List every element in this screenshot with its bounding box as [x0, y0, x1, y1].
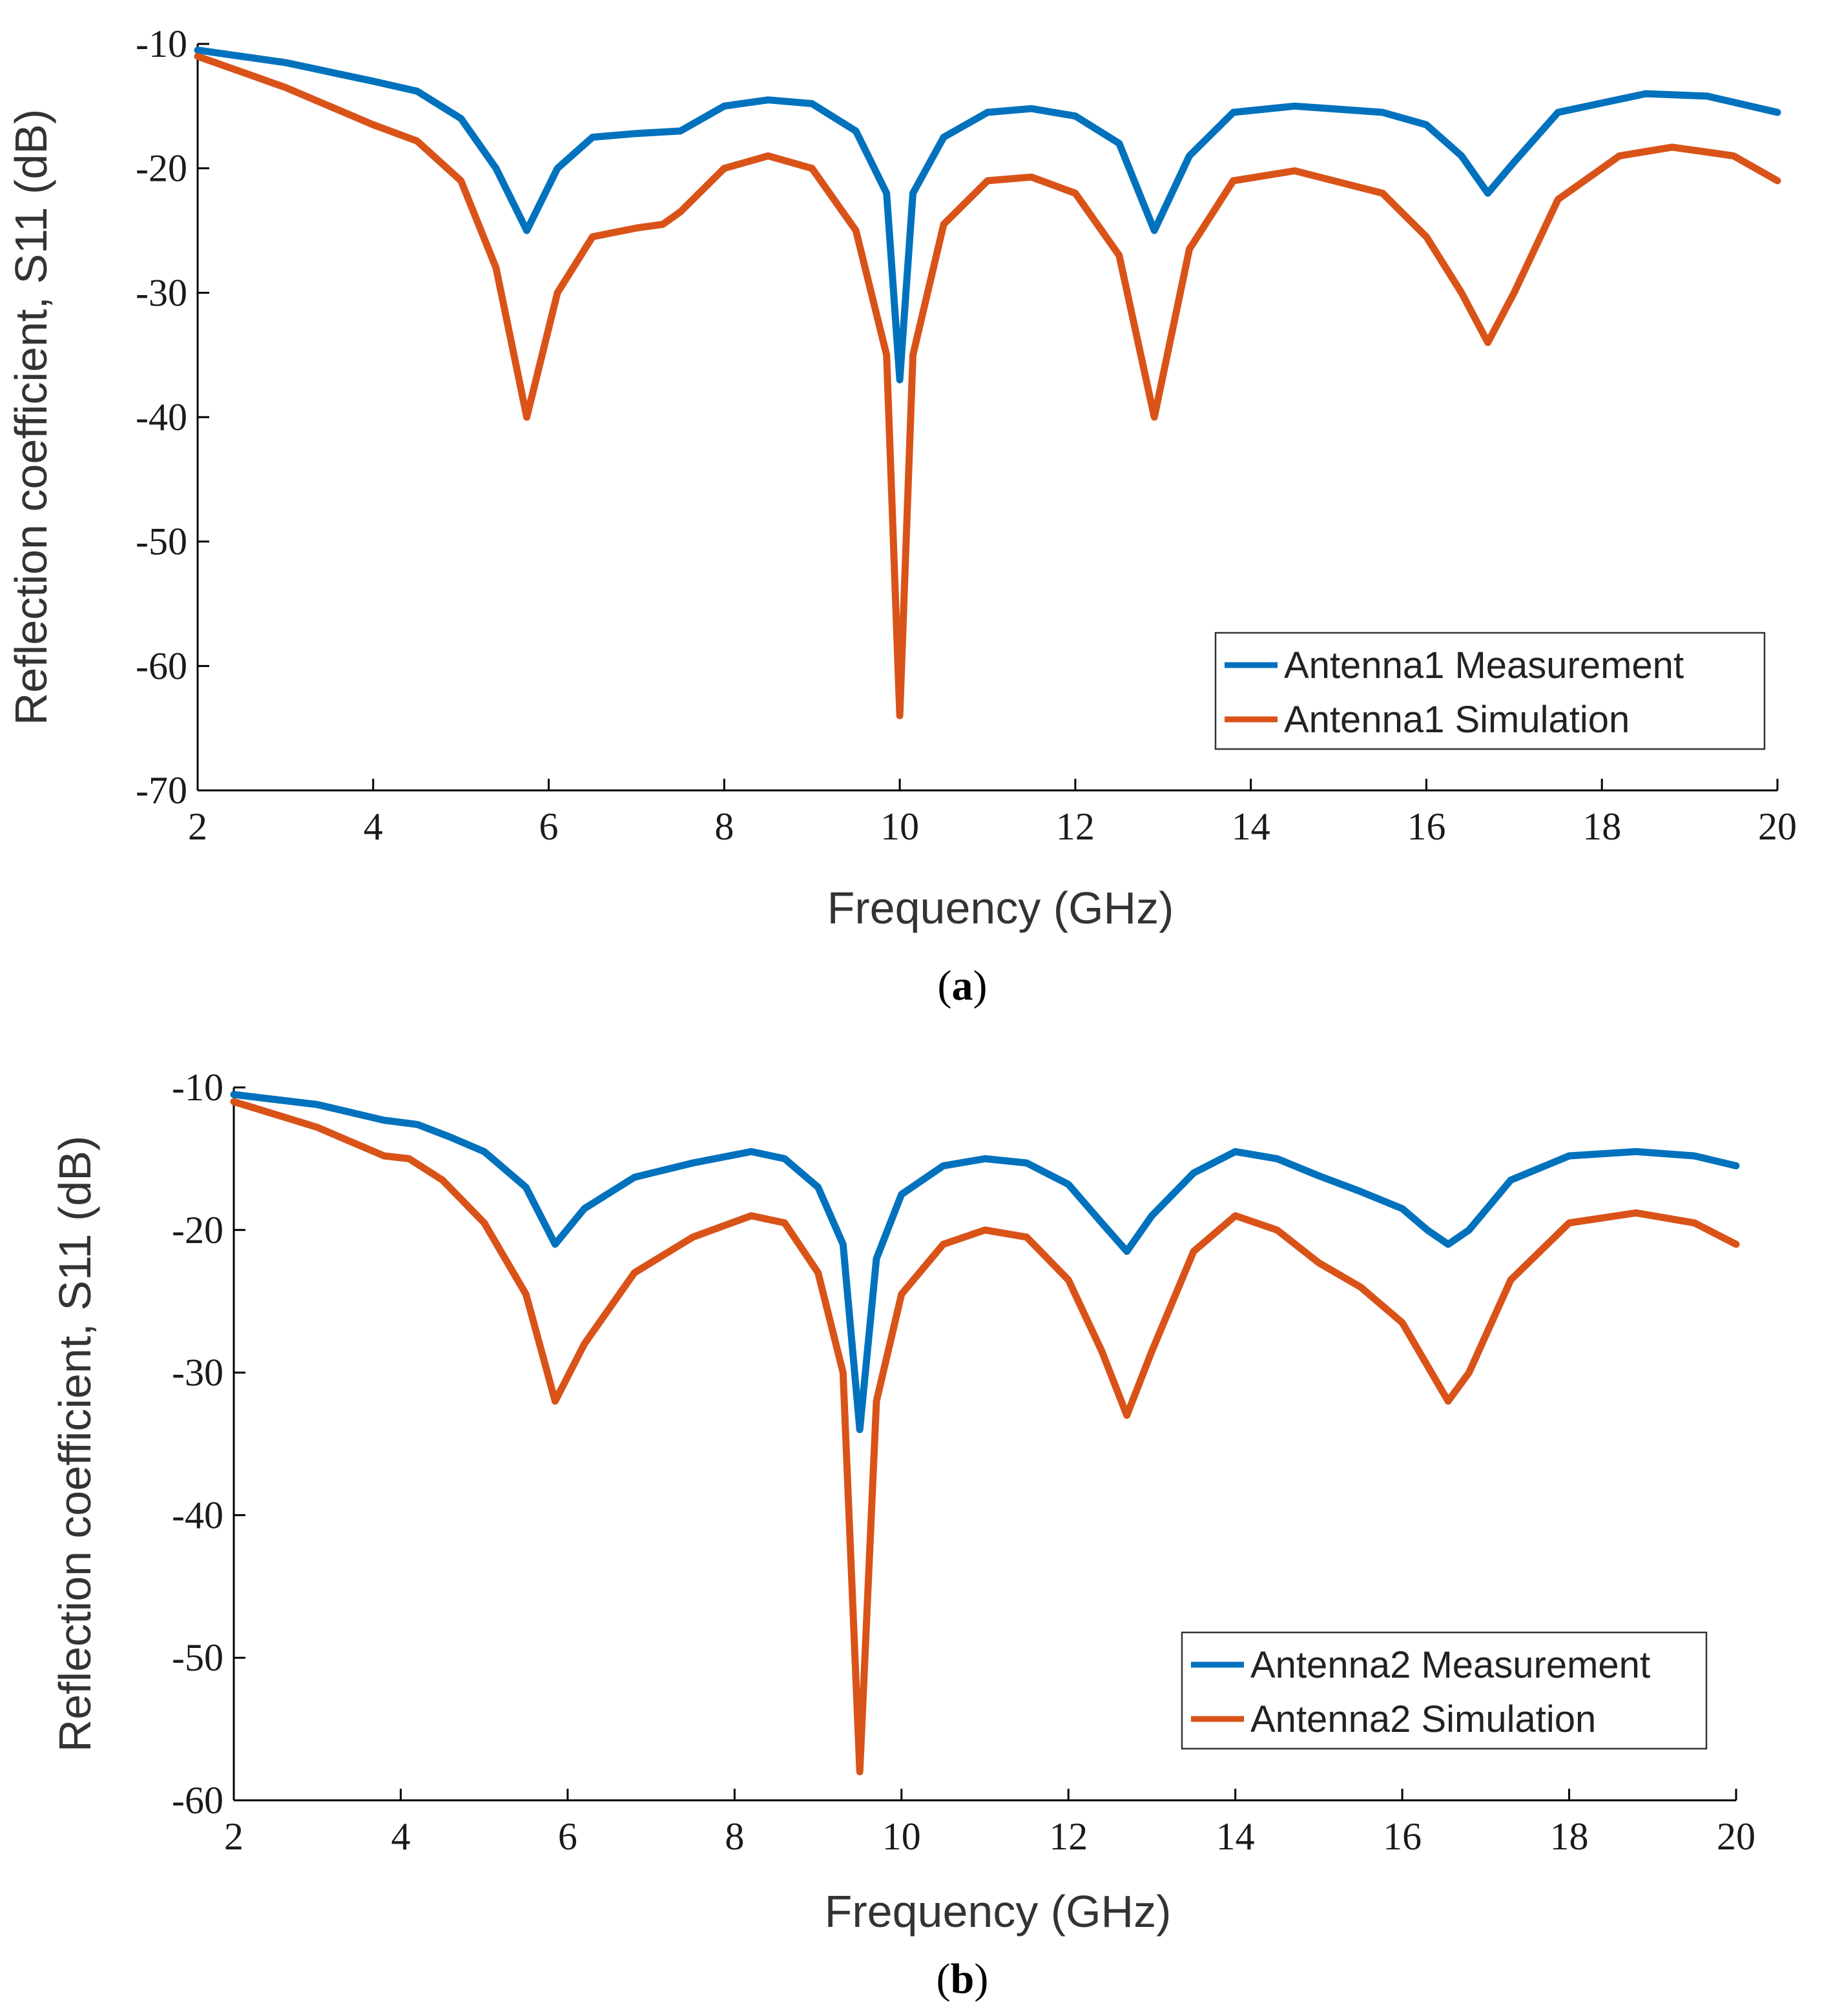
caption-paren-open: (	[938, 962, 952, 1009]
y-tick-label: -40	[136, 396, 187, 438]
x-tick-label: 6	[558, 1815, 577, 1858]
x-tick-label: 6	[539, 805, 559, 848]
caption-letter: b	[951, 1955, 975, 2002]
chart-panel-a: 2 4 6 8 10 12 14 16 18 20 -10 -20 -30 -40 -50 -60 -70 Ant…	[6, 23, 1797, 1009]
y-axis-title: Reflection coefficient, S11 (dB)	[6, 109, 56, 726]
panel-caption: (b)	[937, 1955, 989, 2002]
x-tick-label: 16	[1383, 1815, 1422, 1858]
x-tick-label: 2	[224, 1815, 243, 1858]
legend-label: Antenna2 Simulation	[1250, 1698, 1596, 1740]
x-tick-label: 8	[714, 805, 734, 848]
caption-paren-close: )	[974, 1955, 988, 2002]
y-tick-label: -60	[136, 644, 187, 687]
x-tick-label: 12	[1049, 1815, 1088, 1858]
y-tick-label: -70	[136, 769, 187, 812]
x-tick-label: 16	[1407, 805, 1445, 848]
y-tick-label: -10	[136, 23, 187, 65]
caption-paren-close: )	[973, 962, 988, 1009]
legend-box	[1214, 632, 1766, 750]
y-tick-label: -30	[136, 271, 187, 314]
y-axis-title: Reflection coefficient, S11 (dB)	[50, 1136, 100, 1753]
y-tick-label: -50	[136, 520, 187, 563]
caption-letter: a	[952, 962, 973, 1009]
y-tick-label: -30	[172, 1352, 223, 1394]
x-tick-label: 4	[364, 805, 383, 848]
series-line-antenna2-measurement	[230, 1091, 1740, 1434]
y-tick-label: -20	[136, 147, 187, 190]
legend-label: Antenna1 Simulation	[1284, 699, 1630, 741]
x-tick-label: 20	[1758, 805, 1797, 848]
legend-label: Antenna2 Measurement	[1250, 1644, 1650, 1686]
x-tick-label: 14	[1232, 805, 1270, 848]
x-tick-label: 10	[882, 1815, 921, 1858]
series-line-antenna1-measurement	[194, 46, 1781, 384]
x-tick-label: 20	[1717, 1815, 1755, 1858]
y-tick-label: -20	[172, 1209, 223, 1251]
x-tick-label: 4	[391, 1815, 410, 1858]
y-tick-label: -10	[172, 1066, 223, 1109]
x-tick-label: 8	[725, 1815, 744, 1858]
caption-paren-open: (	[937, 1955, 951, 2002]
series-line-antenna1-simulation	[194, 52, 1781, 719]
y-tick-label: -50	[172, 1636, 223, 1679]
chart-panel-b: 2 4 6 8 10 12 14 16 18 20 -10 -20 -30 -40 -50 -60 Antenn…	[50, 1066, 1755, 2002]
panel-caption: (a)	[938, 962, 988, 1009]
x-tick-label: 2	[188, 805, 207, 848]
x-axis-title: Frequency (GHz)	[827, 883, 1174, 933]
x-tick-label: 18	[1550, 1815, 1589, 1858]
legend-box	[1181, 1631, 1708, 1750]
x-tick-label: 14	[1216, 1815, 1255, 1858]
x-tick-label: 18	[1582, 805, 1621, 848]
x-axis-title: Frequency (GHz)	[825, 1886, 1172, 1937]
x-tick-label: 10	[880, 805, 919, 848]
legend-label: Antenna1 Measurement	[1284, 644, 1684, 686]
y-tick-label: -60	[172, 1779, 223, 1822]
y-tick-label: -40	[172, 1494, 223, 1536]
series-line-antenna2-simulation	[230, 1098, 1740, 1776]
x-tick-label: 12	[1056, 805, 1095, 848]
